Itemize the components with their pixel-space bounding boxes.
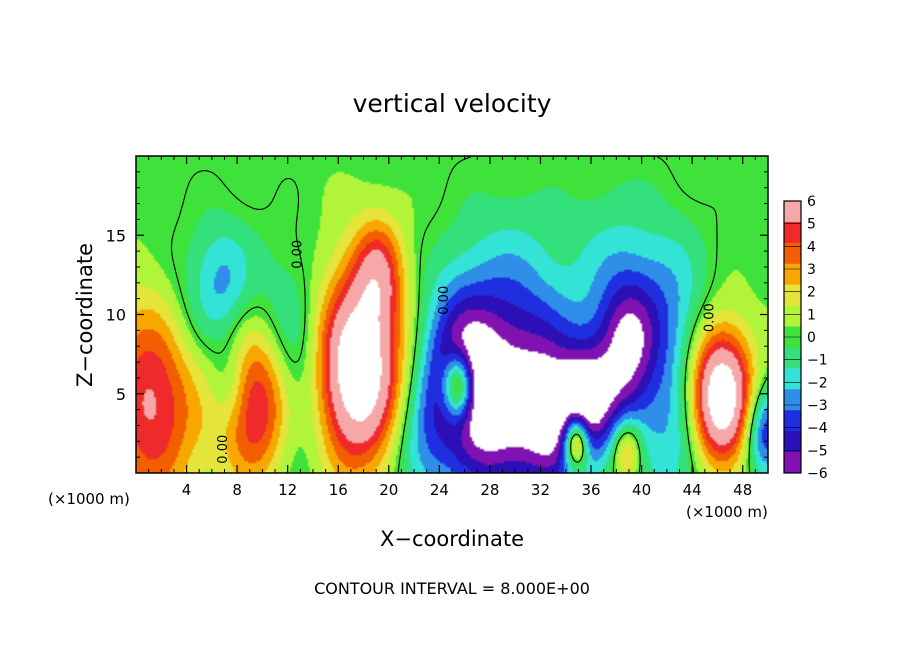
x-tick-label: 32 xyxy=(531,481,550,499)
plot-area: 0.00 0.00 0.00 0.00 xyxy=(135,155,769,474)
colorbar-label: −6 xyxy=(807,466,828,482)
colorbar-swatch xyxy=(784,305,801,328)
colorbar-swatch xyxy=(784,452,801,474)
colorbar-label: −1 xyxy=(807,353,828,369)
colorbar-swatch xyxy=(784,284,801,307)
colorbar-swatch xyxy=(784,431,801,453)
x-tick-label: 36 xyxy=(581,481,600,499)
x-tick-label: 24 xyxy=(430,481,449,499)
x-tick-label: 28 xyxy=(480,481,499,499)
colorbar-label: −3 xyxy=(807,398,828,414)
x-tick-label: 20 xyxy=(379,481,398,499)
colorbar-label: 5 xyxy=(807,217,816,233)
x-unit-left: (×1000 m) xyxy=(48,490,130,508)
colorbar-label: 6 xyxy=(807,194,816,210)
chart-title: vertical velocity xyxy=(353,89,552,118)
x-tick-label: 48 xyxy=(733,481,752,499)
contour-interval-note: CONTOUR INTERVAL = 8.000E+00 xyxy=(314,579,590,598)
colorbar-label: 4 xyxy=(807,239,816,255)
colorbar-label: −2 xyxy=(807,375,828,391)
colorbar-swatch xyxy=(784,221,801,244)
colorbar-label: 0 xyxy=(807,330,816,346)
contour-label: 0.00 xyxy=(703,303,718,332)
y-tick-label: 15 xyxy=(106,226,126,245)
colorbar: 6 5 4 3 2 1 0 −1 −2 −3 −4 −5 −6 xyxy=(783,194,828,482)
colorbar-label: 3 xyxy=(807,262,816,278)
x-axis-label: X−coordinate xyxy=(380,527,524,551)
colorbar-label: 1 xyxy=(807,307,816,323)
y-tick-label: 5 xyxy=(116,385,126,404)
x-tick-label: 16 xyxy=(329,481,348,499)
y-axis: 5 10 15 xyxy=(106,171,768,458)
contour-label: 0.00 xyxy=(437,286,452,315)
x-tick-label: 40 xyxy=(632,481,651,499)
colorbar-label: −4 xyxy=(807,421,828,437)
x-tick-label: 12 xyxy=(278,481,297,499)
x-tick-label: 44 xyxy=(683,481,702,499)
contour-label: 0.00 xyxy=(291,240,306,269)
velocity-color-field xyxy=(136,156,768,473)
colorbar-swatch xyxy=(784,201,801,223)
x-tick-label: 8 xyxy=(232,481,242,499)
x-axis: 4 8 12 16 20 24 28 32 36 40 44 48 xyxy=(148,156,756,499)
colorbar-swatch xyxy=(784,368,801,390)
colorbar-swatch xyxy=(784,389,801,411)
colorbar-label: −5 xyxy=(807,443,828,459)
colorbar-label: 2 xyxy=(807,285,816,301)
contour-labels: 0.00 0.00 0.00 0.00 xyxy=(216,240,718,464)
x-unit-right: (×1000 m) xyxy=(686,503,768,521)
colorbar-swatch xyxy=(784,263,801,286)
x-tick-label: 4 xyxy=(182,481,192,499)
colorbar-swatch xyxy=(784,242,801,265)
colorbar-swatch xyxy=(784,347,801,369)
colorbar-swatch xyxy=(784,410,801,432)
y-tick-label: 10 xyxy=(106,306,126,325)
contour-label: 0.00 xyxy=(216,435,231,464)
y-axis-label: Z−coordinate xyxy=(73,243,97,387)
